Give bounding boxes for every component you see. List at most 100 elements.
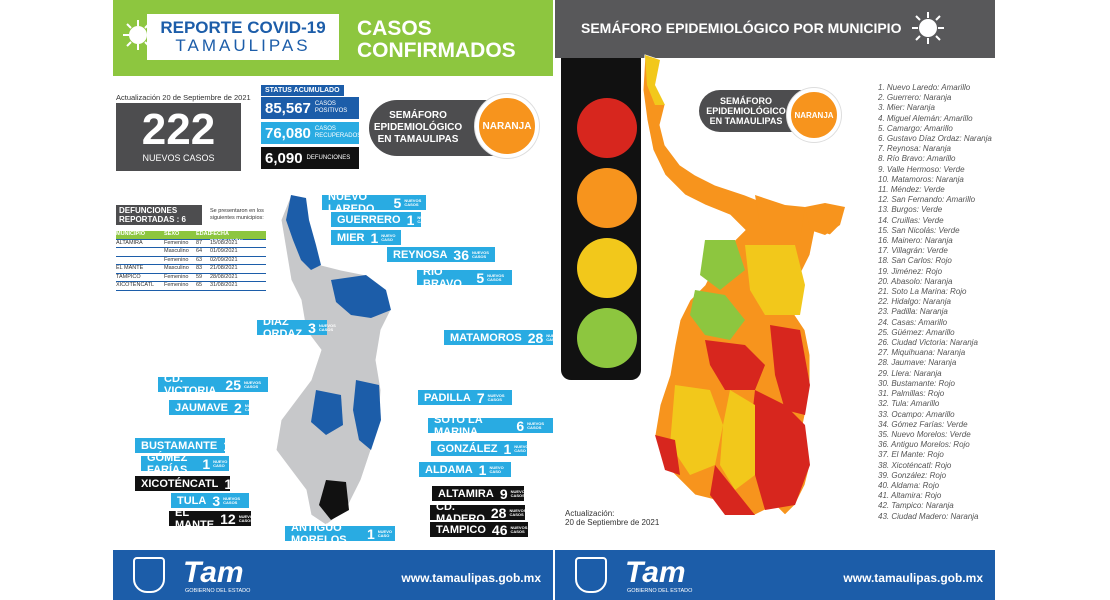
left-panel: REPORTE COVID-19 TAMAULIPAS CASOS CONFIR…	[113, 0, 553, 600]
new-cases-label: NUEVOS CASOS	[142, 153, 215, 163]
cases-unit: NUEVOS CASOS	[487, 392, 505, 402]
new-cases-box: 222 NUEVOS CASOS	[116, 103, 241, 171]
def-cell: 28/08/2021	[210, 273, 238, 280]
municipio-list-item: 10. Matamoros: Naranja	[878, 174, 964, 184]
stat-value: 85,567	[265, 99, 311, 117]
municipio-name: REYNOSA	[393, 248, 448, 261]
municipio-list-item: 29. Llera: Naranja	[878, 368, 942, 378]
tamaulipas-map-left	[275, 194, 392, 526]
def-cell: 01/09/2021	[210, 248, 238, 254]
municipio-count: 6	[516, 417, 525, 434]
state-shield-icon	[575, 557, 607, 593]
update-line1: Actualización:	[565, 509, 615, 518]
def-row: ALTAMIRA Femenino 87 15/08/2021	[116, 239, 266, 248]
municipio-list-item: 22. Hidalgo: Naranja	[878, 297, 951, 307]
municipio-name: GÓMEZ FARÍAS	[147, 451, 188, 476]
municipio-list-item: 40. Aldama: Rojo	[878, 480, 940, 490]
title-line1: REPORTE COVID-19	[160, 18, 326, 37]
municipio-case-label: SOTO LA MARINA 6 NUEVOS CASOS	[428, 414, 553, 438]
municipio-count: 1	[370, 229, 379, 246]
municipio-case-label: ALTAMIRA 9 NUEVOS CASOS	[432, 485, 528, 502]
municipio-case-label: CD. VICTORIA 25 NUEVOS CASOS	[158, 373, 268, 397]
municipio-case-label: DÍAZ ORDAZ 3 NUEVOS CASOS	[257, 316, 336, 340]
municipio-list-item: 19. Jiménez: Rojo	[878, 266, 943, 276]
municipio-case-label: GÓMEZ FARÍAS 1 NUEVO CASO	[141, 452, 229, 476]
def-cell: 83	[196, 265, 203, 271]
municipio-list-item: 20. Abasolo: Naranja	[878, 276, 953, 286]
def-cell: 59	[196, 273, 203, 280]
municipio-count: 46	[491, 521, 508, 538]
municipio-case-label: GUERRERO 1 NUEVO CASO	[331, 211, 432, 228]
municipio-case-label: XICOTÉNCATL 1 DEFUNCIÓN	[135, 475, 259, 492]
stat-value: 6,090	[265, 149, 303, 167]
municipio-count: 1	[406, 211, 415, 228]
municipio-list-item: 13. Burgos: Verde	[878, 205, 943, 215]
title-line2: TAMAULIPAS	[175, 36, 311, 55]
footer-bar	[555, 550, 995, 600]
cases-unit: NUEVOS CASOS	[510, 488, 528, 498]
col-sexo: SEXO	[164, 231, 180, 237]
municipio-name: RÍO BRAVO	[423, 265, 462, 290]
municipio-name: MIER	[337, 231, 365, 244]
municipio-case-label: CD. MADERO 28 NUEVOS CASOS	[430, 501, 526, 525]
footer-url[interactable]: www.tamaulipas.gob.mx	[843, 571, 983, 585]
municipio-list-item: 8. Río Bravo: Amarillo	[878, 154, 956, 164]
municipio-name: CD. VICTORIA	[164, 372, 217, 397]
municipio-case-label: TAMPICO 46 NUEVOS CASOS	[430, 521, 528, 538]
municipio-list-item: 39. González: Rojo	[878, 470, 947, 480]
municipio-count: 36	[453, 246, 469, 263]
light-green	[577, 308, 637, 368]
municipio-name: PADILLA	[424, 391, 471, 404]
municipio-count: 5	[476, 269, 485, 286]
def-cell: EL MANTE	[116, 265, 144, 271]
municipio-list-item: 32. Tula: Amarillo	[878, 399, 940, 409]
municipio-count: 1	[224, 475, 233, 492]
municipio-count: 7	[476, 389, 485, 406]
municipio-name: ANTIGUO MORELOS	[291, 521, 347, 546]
municipio-count: 1	[223, 437, 231, 454]
municipio-count: 9	[499, 485, 508, 502]
municipio-list-item: 38. Xicoténcatl: Rojo	[878, 460, 952, 470]
cases-unit: NUEVOS CASOS	[487, 272, 505, 282]
municipio-count: 28	[490, 504, 507, 521]
municipio-list-item: 21. Soto La Marina: Rojo	[878, 287, 967, 297]
footer-bar	[113, 550, 553, 600]
municipio-name: GONZÁLEZ	[437, 442, 498, 455]
semaforo-circle: NARANJA	[475, 94, 539, 158]
municipio-list-item: 11. Méndez: Verde	[878, 185, 945, 195]
def-row: EL MANTE Masculino 83 21/08/2021	[116, 265, 266, 274]
municipio-case-label: NUEVO LAREDO 5 NUEVOS CASOS	[322, 191, 426, 215]
municipio-name: CD. MADERO	[436, 500, 485, 525]
light-orange	[577, 168, 637, 228]
def-cell	[116, 257, 164, 265]
def-cell: 21/08/2021	[210, 265, 238, 271]
municipio-list-item: 7. Reynosa: Naranja	[878, 144, 951, 154]
municipio-count: 28	[527, 329, 544, 346]
cases-unit: NUEVOS CASOS	[243, 379, 261, 389]
footer-url[interactable]: www.tamaulipas.gob.mx	[401, 571, 541, 585]
update-date-right: Actualización: 20 de Septiembre de 2021	[565, 509, 659, 527]
def-cell: Masculino	[164, 265, 189, 271]
cases-unit: NUEVOS CASOS	[404, 197, 422, 207]
tamaulipas-map-right	[642, 54, 846, 516]
def-row: XICOTÉNCATL Femenino 65 31/08/2021	[116, 282, 266, 291]
def-cell: 64	[196, 248, 203, 254]
municipio-list-item: 34. Gómez Farías: Verde	[878, 419, 968, 429]
def-cell: Femenino	[164, 239, 189, 246]
municipio-name: GUERRERO	[337, 213, 401, 226]
municipio-count: 25	[225, 376, 241, 393]
def-title: DEFUNCIONES REPORTADAS : 6	[116, 205, 202, 225]
municipio-name: TAMPICO	[436, 523, 486, 536]
municipio-count: 3	[212, 492, 221, 509]
municipio-list-item: 25. Güémez: Amarillo	[878, 327, 955, 337]
cases-unit: DEFUNCIÓN	[235, 480, 259, 486]
cases-unit: NUEVOS CASOS	[223, 495, 241, 505]
municipio-list-item: 43. Ciudad Madero: Naranja	[878, 511, 979, 521]
def-cell: 15/08/2021	[210, 239, 238, 246]
municipio-list-item: 36. Antiguo Morelos: Rojo	[878, 440, 970, 450]
municipio-name: EL MANTE	[175, 506, 215, 531]
def-cell	[116, 248, 164, 256]
cases-unit: NUEVO CASO	[417, 214, 432, 224]
cases-unit: NUEVO CASO	[233, 440, 249, 450]
municipio-count: 1	[478, 461, 487, 478]
